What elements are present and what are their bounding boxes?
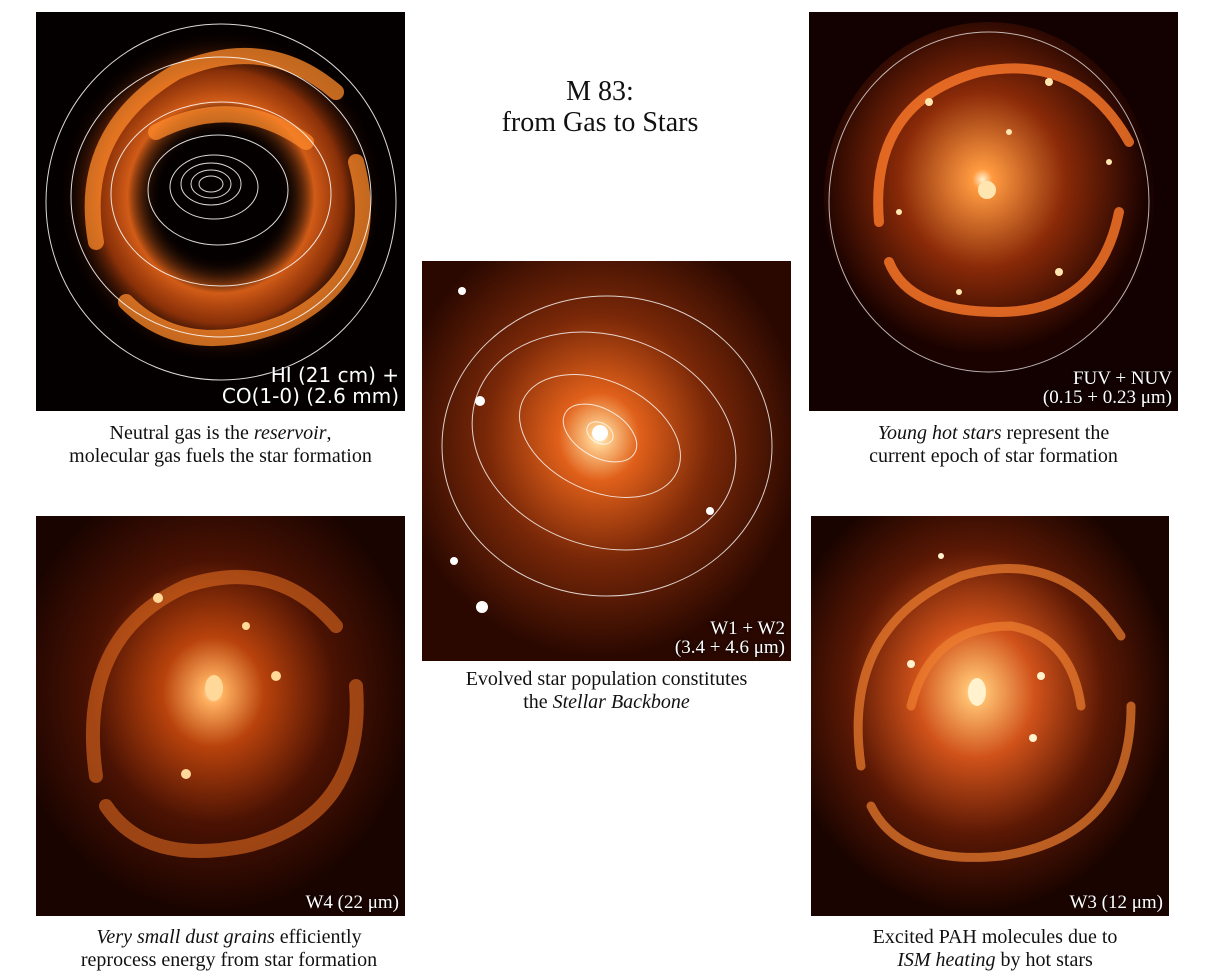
- w3-image: [811, 516, 1169, 916]
- figure-title: M 83: from Gas to Stars: [440, 76, 760, 138]
- uv-caption: Young hot stars represent the current ep…: [809, 422, 1178, 468]
- w12-image: [422, 261, 791, 661]
- gas-band-line-2: CO(1-0) (2.6 mm): [221, 384, 399, 408]
- uv-band-line-2: (0.15 + 0.23 μm): [1042, 387, 1172, 408]
- w12-band-line-2: (3.4 + 4.6 μm): [674, 637, 785, 658]
- w4-caption-line-2: reprocess energy from star formation: [80, 949, 378, 971]
- gas-image-panel: HI (21 cm) + CO(1-0) (2.6 mm): [36, 12, 405, 411]
- gas-caption-pre: Neutral gas is the: [109, 422, 254, 444]
- w4-caption-line-1: Very small dust grains efficiently: [36, 926, 422, 949]
- uv-image: [809, 12, 1178, 411]
- w12-image-panel: W1 + W2 (3.4 + 4.6 μm): [422, 261, 791, 661]
- w3-band-label: W3 (12 μm): [1069, 892, 1163, 913]
- w4-image: [36, 516, 405, 916]
- uv-caption-emphasis: Young hot stars: [877, 422, 1002, 444]
- w12-caption-emphasis: Stellar Backbone: [552, 691, 690, 713]
- gas-caption-line-1: Neutral gas is the reservoir,: [36, 422, 405, 445]
- w4-caption-emphasis: Very small dust grains: [96, 926, 275, 948]
- w4-caption-post: efficiently: [274, 926, 362, 948]
- gas-caption-post: ,: [326, 422, 332, 444]
- w3-image-panel: W3 (12 μm): [811, 516, 1169, 916]
- uv-caption-line-2: current epoch of star formation: [869, 445, 1118, 467]
- gas-band-line-1: HI (21 cm) +: [270, 363, 399, 387]
- w3-caption: Excited PAH molecules due to ISM heating…: [811, 926, 1179, 972]
- uv-band-label: FUV + NUV (0.15 + 0.23 μm): [1043, 369, 1172, 407]
- w12-caption-line-1: Evolved star population constitutes: [465, 668, 748, 690]
- title-line-1: M 83:: [566, 76, 634, 107]
- gas-map-image: [36, 12, 405, 411]
- w12-band-line-1: W1 + W2: [710, 618, 785, 639]
- w4-image-panel: W4 (22 μm): [36, 516, 405, 916]
- uv-caption-line-1: Young hot stars represent the: [809, 422, 1178, 445]
- w3-caption-emphasis: ISM heating: [897, 949, 996, 971]
- gas-caption: Neutral gas is the reservoir, molecular …: [36, 422, 405, 468]
- w3-caption-post: by hot stars: [995, 949, 1093, 971]
- title-line-2: from Gas to Stars: [501, 107, 699, 138]
- gas-caption-line-2: molecular gas fuels the star formation: [69, 445, 372, 467]
- w4-band-label: W4 (22 μm): [305, 892, 399, 913]
- w4-caption: Very small dust grains efficiently repro…: [36, 926, 422, 972]
- uv-image-panel: FUV + NUV (0.15 + 0.23 μm): [809, 12, 1178, 411]
- gas-caption-emphasis: reservoir: [253, 422, 327, 444]
- w12-band-label: W1 + W2 (3.4 + 4.6 μm): [675, 619, 785, 657]
- gas-band-label: HI (21 cm) + CO(1-0) (2.6 mm): [222, 365, 399, 407]
- uv-band-line-1: FUV + NUV: [1072, 368, 1172, 389]
- w12-caption: Evolved star population constitutes the …: [422, 668, 791, 714]
- w3-caption-line-1: Excited PAH molecules due to: [872, 926, 1118, 948]
- w12-caption-line-2: the Stellar Backbone: [422, 691, 791, 714]
- uv-caption-post: represent the: [1001, 422, 1110, 444]
- w12-caption-pre: the: [523, 691, 553, 713]
- w3-caption-line-2: ISM heating by hot stars: [811, 949, 1179, 972]
